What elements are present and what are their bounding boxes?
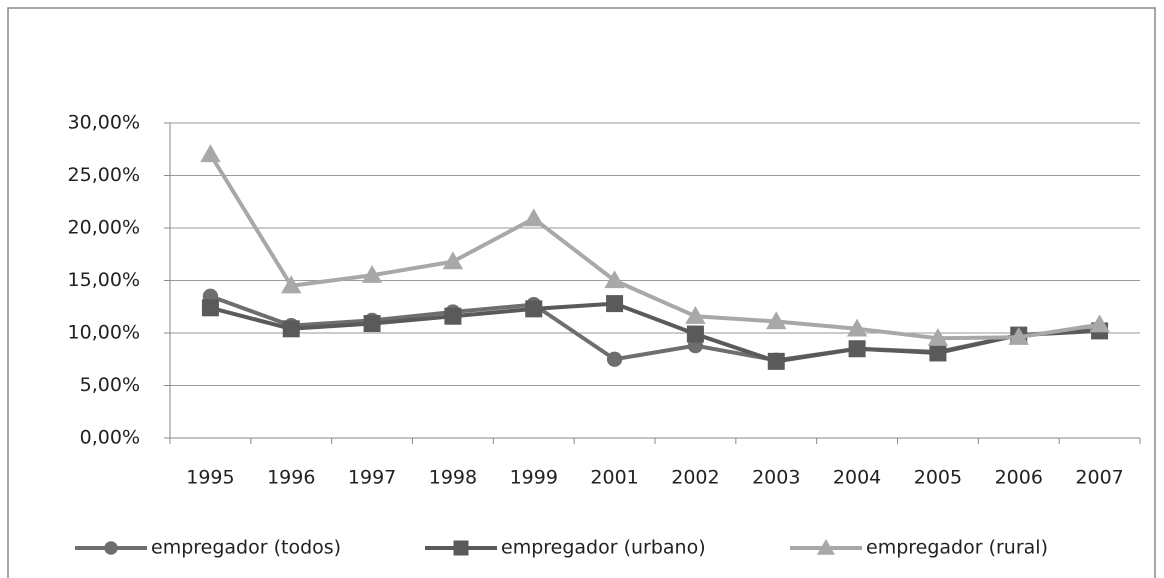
legend-label: empregador (urbano) xyxy=(501,537,706,559)
y-tick-label: 20,00% xyxy=(68,217,140,239)
y-tick-label: 5,00% xyxy=(80,374,140,396)
series-line xyxy=(208,153,1100,341)
x-tick-label: 2006 xyxy=(995,467,1043,489)
data-point xyxy=(766,311,787,330)
data-point xyxy=(444,307,462,325)
x-tick-label: 2005 xyxy=(914,467,962,489)
x-tick-label: 2003 xyxy=(752,467,800,489)
data-point xyxy=(282,320,300,338)
data-point xyxy=(525,300,543,318)
x-tick-label: 2007 xyxy=(1075,467,1123,489)
data-point xyxy=(1008,327,1029,345)
data-point xyxy=(201,299,219,317)
data-point xyxy=(363,315,381,333)
data-point xyxy=(604,270,625,289)
data-point xyxy=(361,265,383,283)
x-tick-label: 1996 xyxy=(267,467,315,489)
data-point xyxy=(848,340,866,358)
data-point xyxy=(846,318,868,337)
data-point xyxy=(606,351,623,367)
x-tick-label: 2004 xyxy=(833,467,881,489)
data-point xyxy=(523,208,544,227)
y-tick-label: 10,00% xyxy=(68,322,140,344)
legend-marker xyxy=(817,539,835,555)
x-tick-label: 1997 xyxy=(348,467,396,489)
x-tick-label: 1995 xyxy=(186,467,234,489)
data-point xyxy=(767,352,785,370)
y-tick-label: 30,00% xyxy=(68,112,140,134)
y-tick-label: 15,00% xyxy=(68,269,140,291)
data-point xyxy=(1089,314,1110,333)
data-point xyxy=(685,306,706,324)
y-tick-label: 25,00% xyxy=(68,164,140,186)
x-tick-label: 2002 xyxy=(671,467,719,489)
legend-label: empregador (todos) xyxy=(151,537,341,559)
series-line xyxy=(209,301,1100,364)
x-tick-label: 2001 xyxy=(590,467,638,489)
x-tick-label: 1998 xyxy=(429,467,477,489)
data-point xyxy=(686,325,704,343)
data-point xyxy=(200,144,221,163)
data-point xyxy=(927,328,949,346)
data-point xyxy=(442,251,464,270)
y-tick-label: 0,00% xyxy=(80,427,140,449)
legend-marker xyxy=(104,541,118,555)
data-point xyxy=(929,344,947,362)
chart-border xyxy=(7,7,1156,578)
data-point xyxy=(606,295,624,313)
legend-label: empregador (rural) xyxy=(866,537,1048,559)
data-point xyxy=(281,275,302,294)
x-tick-label: 1999 xyxy=(510,467,558,489)
legend-marker xyxy=(453,540,469,556)
